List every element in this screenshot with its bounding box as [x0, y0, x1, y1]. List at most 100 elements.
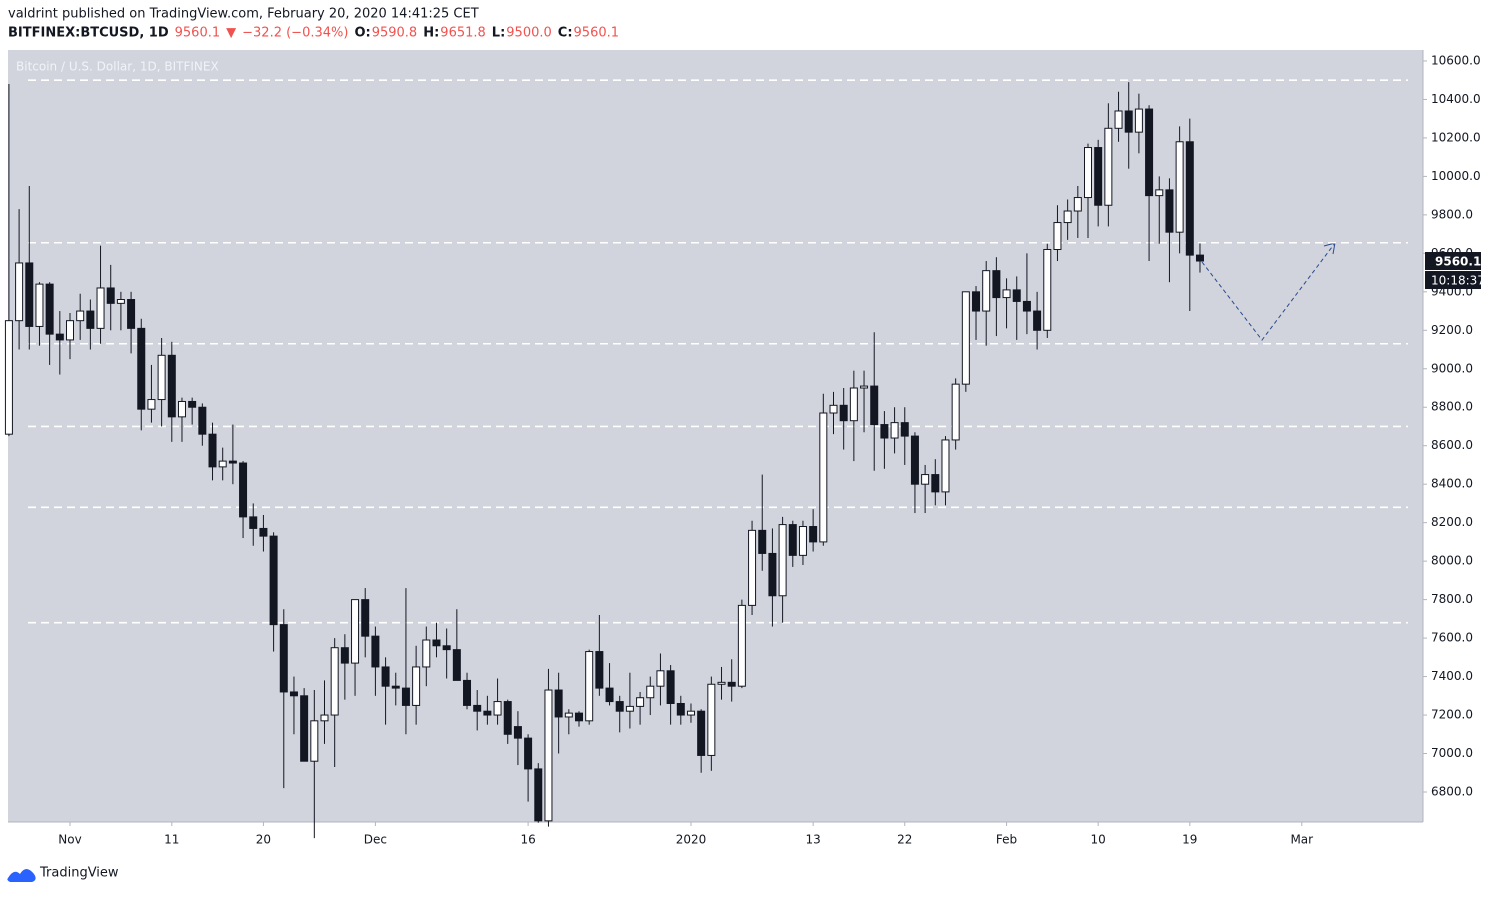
candle-body — [829, 404, 838, 414]
candle-body — [636, 697, 645, 707]
candle-body — [351, 599, 360, 664]
candle-body — [269, 535, 278, 626]
candle-body — [1002, 289, 1011, 299]
x-tick-label: 13 — [805, 833, 820, 847]
candle-body — [544, 689, 553, 822]
candle-body — [707, 683, 716, 756]
countdown: 10:18:37 — [1431, 274, 1485, 288]
candle-body — [45, 283, 54, 335]
x-tick-label: 2020 — [676, 833, 707, 847]
candle-body — [452, 649, 461, 681]
candle-body — [371, 635, 380, 668]
candle-body — [218, 460, 227, 468]
y-tick-label: 10000.0 — [1431, 169, 1481, 183]
candle-body — [758, 529, 767, 554]
candle-body — [961, 291, 970, 385]
candle-body — [279, 624, 288, 693]
candle-body — [55, 333, 64, 341]
candle-body — [503, 701, 512, 735]
candle-body — [951, 383, 960, 441]
candle-body — [1094, 147, 1103, 206]
candle-body — [442, 645, 451, 651]
candle-body — [798, 526, 807, 556]
candle-body — [483, 710, 492, 716]
candle-body — [1043, 248, 1052, 331]
publisher: valdrint published on TradingView.com, F… — [8, 7, 479, 22]
x-tick-label: 10 — [1091, 833, 1106, 847]
candle-body — [910, 435, 919, 485]
candle-body — [198, 406, 207, 435]
y-tick-label: 9800.0 — [1431, 207, 1473, 221]
header-item: 9651.8 — [440, 26, 486, 41]
candle-body — [524, 737, 533, 770]
y-tick-label: 10600.0 — [1431, 53, 1481, 67]
candle-body — [849, 387, 858, 422]
candle-body — [1114, 110, 1123, 129]
header-item: −32.2 (−0.34%) — [242, 26, 348, 41]
header-item: 9500.0 — [506, 26, 552, 41]
header-item: L: — [492, 26, 505, 41]
candle-body — [1175, 141, 1184, 233]
header-item: C: — [558, 26, 573, 41]
header-item: ▼ — [226, 26, 236, 41]
y-tick-label: 10200.0 — [1431, 130, 1481, 144]
x-tick-label: 16 — [520, 833, 535, 847]
candle-body — [493, 701, 502, 716]
candle-body — [788, 524, 797, 556]
candle-body — [900, 422, 909, 437]
x-tick-label: 22 — [897, 833, 912, 847]
header-item: O: — [354, 26, 370, 41]
candle-body — [1185, 141, 1194, 256]
candle-body — [575, 712, 583, 722]
header-item: H: — [423, 26, 439, 41]
candle-body — [992, 270, 1001, 299]
candle-body — [96, 287, 105, 329]
candle-body — [921, 474, 930, 485]
brand: TradingView — [39, 866, 119, 881]
y-tick-label: 8400.0 — [1431, 477, 1473, 491]
y-tick-label: 7600.0 — [1431, 631, 1473, 645]
candle-body — [361, 599, 370, 637]
candle-body — [870, 385, 879, 426]
candle-body — [249, 516, 258, 529]
price-tag: 9560.1 — [1435, 255, 1481, 269]
candle-body — [605, 687, 614, 703]
candle-body — [147, 399, 156, 410]
y-tick-label: 8000.0 — [1431, 554, 1473, 568]
price-tag-box — [1425, 252, 1481, 271]
x-tick-label: 19 — [1182, 833, 1197, 847]
candle-body — [931, 474, 940, 493]
y-tick-label: 8200.0 — [1431, 515, 1473, 529]
candle-body — [1124, 110, 1133, 133]
candle-body — [585, 651, 594, 722]
candle-body — [982, 270, 991, 312]
candle-body — [310, 720, 319, 762]
candle-body — [127, 299, 136, 329]
candle-body — [157, 354, 166, 401]
x-tick-label: Dec — [364, 833, 387, 847]
y-tick-label: 7200.0 — [1431, 708, 1473, 722]
header-item: BITFINEX:BTCUSD, 1D — [8, 26, 169, 41]
candle-body — [697, 710, 706, 756]
candle-body — [727, 681, 736, 687]
candle-body — [534, 768, 543, 822]
candle-body — [737, 604, 746, 687]
candle-body — [300, 695, 309, 762]
candle-body — [686, 710, 695, 716]
candle-body — [1053, 222, 1062, 250]
candle-body — [554, 689, 563, 718]
candle-body — [513, 726, 522, 739]
candle-body — [15, 262, 24, 322]
candle-body — [412, 666, 421, 706]
candle-body — [35, 283, 44, 327]
candle-body — [1134, 108, 1143, 133]
candle-body — [25, 262, 34, 327]
header-item: 9590.8 — [372, 26, 418, 41]
candle-body — [381, 666, 390, 687]
candle-body — [1104, 127, 1113, 206]
candle-body — [473, 704, 482, 712]
candle-body — [208, 433, 217, 468]
candle-body — [748, 529, 757, 606]
header-item: 9560.1 — [175, 26, 221, 41]
